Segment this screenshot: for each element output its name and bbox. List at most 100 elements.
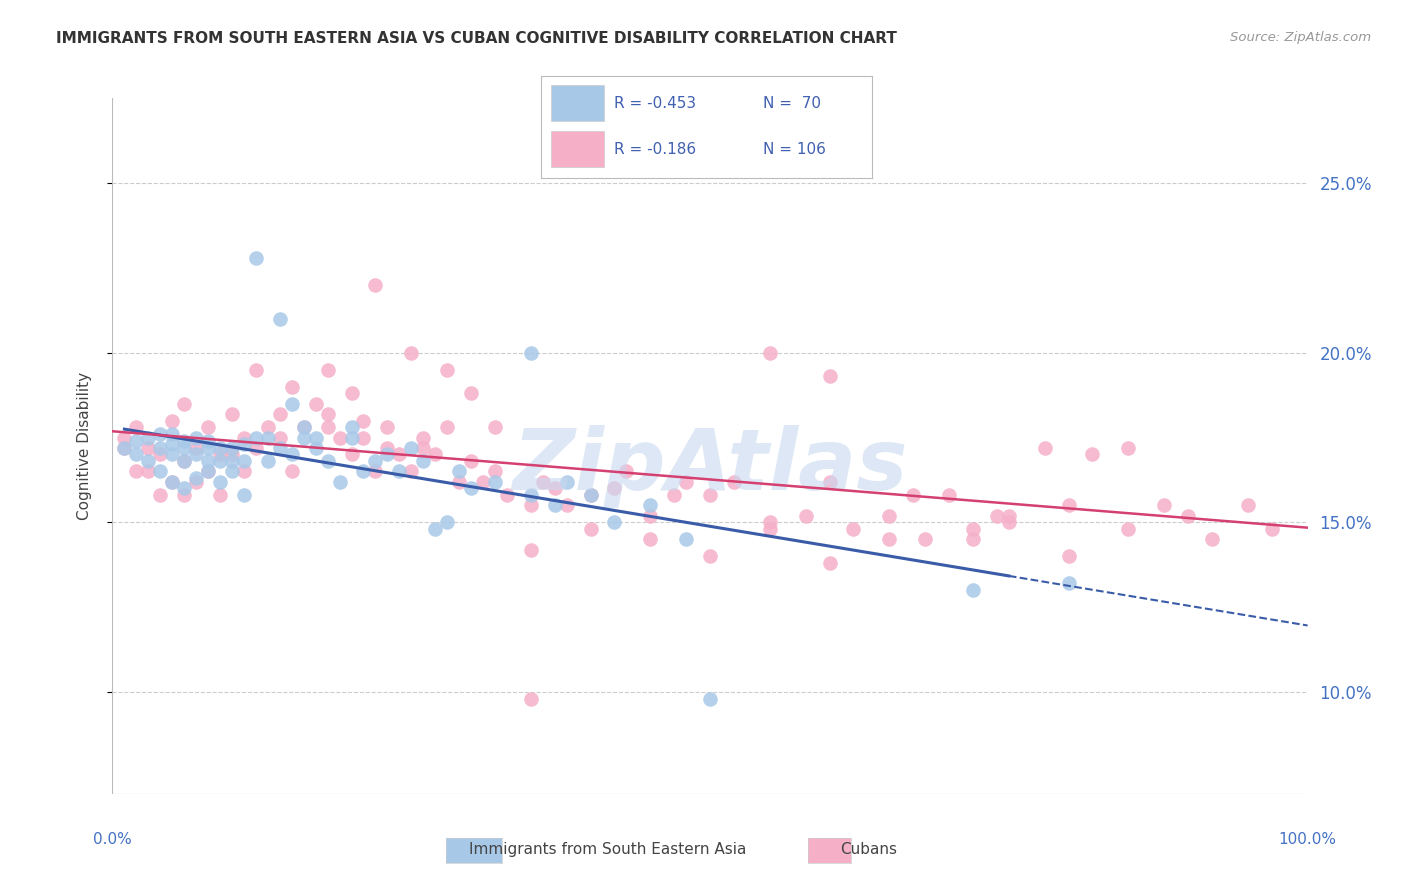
Point bbox=[281, 448, 304, 462]
Point bbox=[114, 441, 135, 455]
Point bbox=[304, 396, 326, 410]
Point bbox=[208, 454, 231, 468]
Text: 100.0%: 100.0% bbox=[1278, 832, 1337, 847]
Point bbox=[555, 475, 578, 489]
Point bbox=[603, 482, 626, 496]
Point bbox=[1057, 499, 1080, 513]
Point bbox=[316, 420, 339, 434]
Text: R = -0.453: R = -0.453 bbox=[614, 95, 696, 111]
Point bbox=[340, 430, 363, 444]
Point bbox=[877, 508, 900, 523]
Point bbox=[460, 386, 482, 401]
Point bbox=[232, 437, 256, 451]
Point bbox=[221, 441, 243, 455]
Point bbox=[208, 488, 231, 502]
Point bbox=[1033, 441, 1056, 455]
Point bbox=[221, 407, 243, 421]
Point bbox=[520, 345, 543, 359]
Point bbox=[579, 488, 602, 502]
Point bbox=[197, 434, 219, 448]
Point bbox=[245, 362, 267, 376]
Point bbox=[125, 465, 148, 479]
Point bbox=[138, 454, 160, 468]
Point bbox=[257, 430, 280, 444]
Point bbox=[914, 533, 936, 547]
Point bbox=[245, 251, 267, 265]
Point bbox=[436, 420, 458, 434]
Point bbox=[543, 482, 565, 496]
Point bbox=[1177, 508, 1199, 523]
Point bbox=[401, 345, 423, 359]
Point bbox=[173, 434, 195, 448]
Text: 0.0%: 0.0% bbox=[93, 832, 132, 847]
Point bbox=[221, 465, 243, 479]
Point bbox=[232, 454, 256, 468]
Point bbox=[138, 430, 160, 444]
Point bbox=[520, 499, 543, 513]
Point bbox=[114, 430, 135, 444]
Point bbox=[138, 465, 160, 479]
Point bbox=[281, 379, 304, 393]
Point bbox=[1260, 522, 1282, 536]
Point bbox=[173, 396, 195, 410]
Point bbox=[316, 454, 339, 468]
Point bbox=[543, 499, 565, 513]
Point bbox=[352, 430, 374, 444]
Point bbox=[425, 448, 447, 462]
Point bbox=[472, 475, 495, 489]
Point bbox=[877, 533, 900, 547]
Point bbox=[412, 430, 434, 444]
Point bbox=[340, 420, 363, 434]
Text: Source: ZipAtlas.com: Source: ZipAtlas.com bbox=[1230, 31, 1371, 45]
Point bbox=[962, 522, 984, 536]
Point bbox=[162, 437, 183, 451]
Point bbox=[328, 475, 352, 489]
Point bbox=[1081, 448, 1104, 462]
Point bbox=[173, 454, 195, 468]
Point bbox=[531, 475, 554, 489]
Point bbox=[269, 407, 291, 421]
Point bbox=[412, 454, 434, 468]
Point bbox=[208, 448, 231, 462]
Point bbox=[257, 420, 280, 434]
Point bbox=[232, 430, 256, 444]
Point bbox=[186, 475, 208, 489]
Point bbox=[340, 386, 363, 401]
Point bbox=[208, 475, 231, 489]
Point bbox=[401, 465, 423, 479]
Text: N = 106: N = 106 bbox=[762, 142, 825, 157]
Point bbox=[1153, 499, 1175, 513]
Point bbox=[162, 427, 183, 442]
Point bbox=[412, 441, 434, 455]
Point bbox=[938, 488, 960, 502]
Point bbox=[162, 413, 183, 427]
Point bbox=[460, 454, 482, 468]
Point bbox=[1057, 549, 1080, 564]
Point bbox=[699, 691, 721, 706]
Point bbox=[125, 420, 148, 434]
Point bbox=[162, 448, 183, 462]
Text: N =  70: N = 70 bbox=[762, 95, 821, 111]
Point bbox=[173, 441, 195, 455]
Point bbox=[579, 522, 602, 536]
Point bbox=[388, 448, 411, 462]
Point bbox=[962, 533, 984, 547]
Point bbox=[436, 362, 458, 376]
Point bbox=[328, 430, 352, 444]
Point bbox=[377, 441, 399, 455]
Point bbox=[484, 475, 506, 489]
Point bbox=[675, 533, 697, 547]
Point bbox=[292, 420, 315, 434]
Point bbox=[281, 396, 304, 410]
Point bbox=[232, 465, 256, 479]
FancyBboxPatch shape bbox=[551, 85, 605, 121]
Point bbox=[555, 499, 578, 513]
Point bbox=[304, 430, 326, 444]
Point bbox=[818, 475, 841, 489]
Point bbox=[818, 556, 841, 570]
Point bbox=[638, 499, 662, 513]
Point bbox=[842, 522, 865, 536]
Point bbox=[723, 475, 745, 489]
Point bbox=[388, 465, 411, 479]
Point bbox=[316, 407, 339, 421]
